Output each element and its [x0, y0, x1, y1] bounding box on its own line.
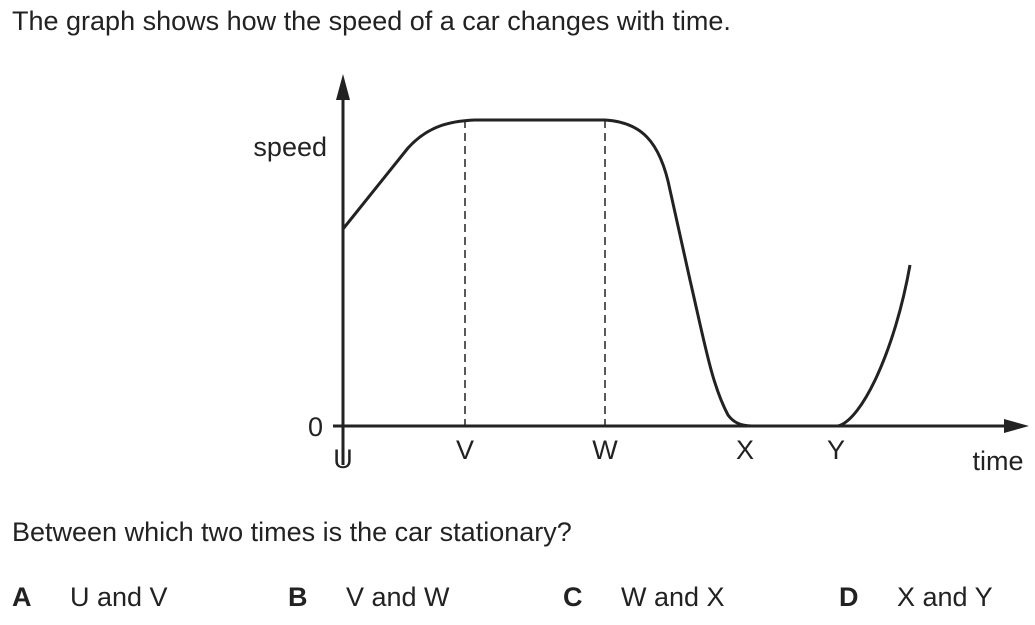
option-letter: B — [288, 582, 308, 612]
time-mark-u: U — [333, 444, 353, 474]
option-text: X and Y — [897, 582, 993, 612]
time-mark-x: X — [736, 435, 754, 465]
option-letter: D — [839, 582, 859, 612]
y-axis-label: speed — [253, 132, 327, 162]
y-axis-arrowhead — [336, 74, 350, 100]
option-text: W and X — [621, 582, 725, 612]
question-prompt: Between which two times is the car stati… — [12, 517, 572, 547]
answer-options: A U and V B V and W C W and X D X and Y — [0, 584, 1035, 618]
speed-curve — [341, 118, 912, 428]
question-intro: The graph shows how the speed of a car c… — [12, 6, 731, 36]
time-mark-w: W — [592, 435, 618, 465]
option-letter: A — [12, 582, 32, 612]
option-text: U and V — [70, 582, 168, 612]
x-axis-label: time — [972, 446, 1023, 476]
origin-label: 0 — [308, 412, 323, 442]
option-letter: C — [563, 582, 583, 612]
time-mark-v: V — [456, 435, 474, 465]
time-mark-y: Y — [827, 435, 845, 465]
option-text: V and W — [346, 582, 450, 612]
x-axis-arrowhead — [1004, 419, 1029, 433]
